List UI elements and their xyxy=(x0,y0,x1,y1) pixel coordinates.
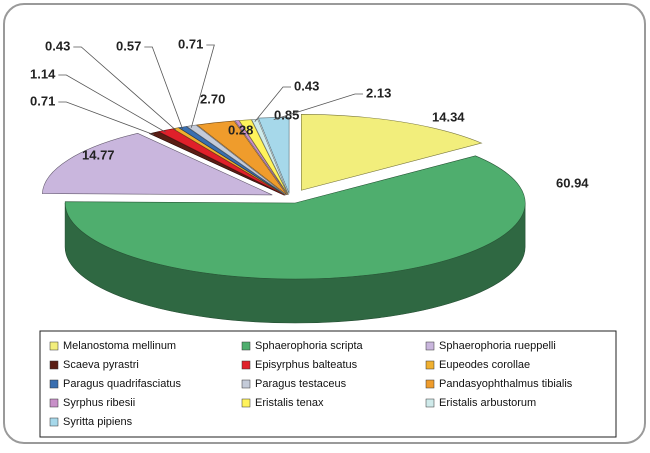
pie-slice xyxy=(257,117,290,194)
legend-label: Paragus testaceus xyxy=(255,378,347,390)
value-label: 60.94 xyxy=(556,175,589,190)
legend-label: Sphaerophoria rueppelli xyxy=(439,340,556,352)
legend-label: Eristalis tenax xyxy=(255,397,324,409)
pie-slice xyxy=(251,119,289,195)
legend-label: Sphaerophoria scripta xyxy=(255,340,364,352)
leader-line xyxy=(190,44,215,128)
legend-swatch xyxy=(241,341,251,351)
legend-swatch xyxy=(49,360,59,370)
pie-slice xyxy=(41,132,273,196)
value-label: 14.77 xyxy=(82,147,115,162)
pie-slice xyxy=(64,155,526,280)
legend-label: Syrphus ribesii xyxy=(63,397,135,409)
legend-swatch xyxy=(241,379,251,389)
value-label: 2.13 xyxy=(366,85,391,100)
value-label: 0.43 xyxy=(45,38,70,53)
legend-swatch xyxy=(241,360,251,370)
leader-line xyxy=(58,101,155,136)
legend-label: Melanostoma mellinum xyxy=(63,340,176,352)
pie-slice xyxy=(300,113,483,191)
legend-label: Eupeodes corollae xyxy=(439,359,530,371)
legend-label: Paragus quadrifasciatus xyxy=(63,378,182,390)
leader-line xyxy=(273,93,363,120)
value-label: 1.14 xyxy=(30,66,56,81)
legend-swatch xyxy=(49,398,59,408)
pie-slice xyxy=(178,126,286,196)
leader-line xyxy=(254,86,291,122)
legend-label: Scaeva pyrastri xyxy=(63,359,139,371)
pie-slice xyxy=(238,119,289,195)
value-label: 0.28 xyxy=(228,122,253,137)
legend-label: Pandasyophthalmus tibialis xyxy=(439,378,573,390)
legend-label: Episyrphus balteatus xyxy=(255,359,358,371)
pie-slice xyxy=(148,131,285,196)
legend-swatch xyxy=(425,379,435,389)
leader-line xyxy=(144,46,183,130)
legend-swatch xyxy=(425,360,435,370)
legend-swatch xyxy=(49,341,59,351)
value-label: 0.43 xyxy=(294,78,319,93)
pie-slice xyxy=(185,124,287,196)
legend-swatch xyxy=(49,379,59,389)
legend-swatch xyxy=(49,417,59,427)
legend-label: Eristalis arbustorum xyxy=(439,397,536,409)
legend-box xyxy=(39,330,617,438)
value-label: 0.71 xyxy=(30,93,55,108)
legend-label: Syritta pipiens xyxy=(63,416,133,428)
legend-swatch xyxy=(241,398,251,408)
pie-slice xyxy=(196,120,288,196)
leader-line xyxy=(73,46,177,131)
value-label: 0.71 xyxy=(178,36,203,51)
value-label: 14.34 xyxy=(432,109,465,124)
value-label: 2.70 xyxy=(200,91,225,106)
value-label: 0.85 xyxy=(274,107,299,122)
legend-swatch xyxy=(425,341,435,351)
legend-swatch xyxy=(425,398,435,408)
leader-line xyxy=(58,74,166,133)
value-label: 0.57 xyxy=(116,38,141,53)
